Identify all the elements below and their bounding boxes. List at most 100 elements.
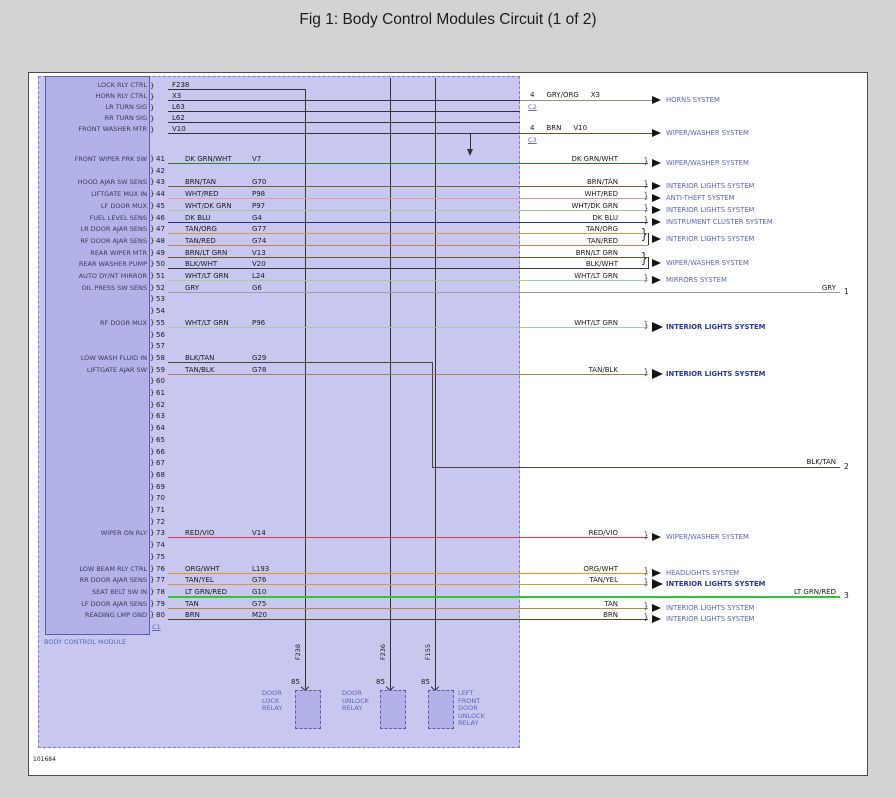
- pin-chevron-icon: }: [150, 249, 155, 257]
- wire-color-right-label: TAN/BLK: [588, 366, 618, 374]
- wire-code-label: L193: [252, 565, 270, 573]
- arrow-right-icon: [652, 615, 661, 623]
- wire-code-label: G6: [252, 284, 262, 292]
- pin-number: 71: [156, 506, 165, 514]
- wire-line: [470, 133, 471, 149]
- pin-chevron-icon: }: [150, 260, 155, 268]
- pin-column-box: [45, 76, 150, 635]
- system-label: WIPER/WASHER SYSTEM: [666, 129, 749, 137]
- wire-code-label: V10: [573, 124, 588, 132]
- pin-number: 42: [156, 167, 165, 175]
- relay-label: DOOR UNLOCK RELAY: [342, 689, 369, 713]
- wire-line: [168, 122, 520, 123]
- wire-line: [168, 245, 648, 246]
- pin-label: AUTO DY/NT MIRROR: [78, 272, 147, 280]
- wire-line: [168, 210, 648, 211]
- pin-connector-code: V10: [172, 125, 186, 133]
- system-label: HEADLIGHTS SYSTEM: [666, 569, 740, 577]
- system-label: HORNS SYSTEM: [666, 96, 720, 104]
- wire-color-label: BRN/TAN: [185, 178, 217, 186]
- wire-line: [168, 233, 648, 234]
- pin-label: LR TURN SIG: [105, 103, 147, 111]
- wire-color-right-label: RED/VIO: [588, 529, 618, 537]
- arrow-right-icon: [652, 259, 661, 267]
- wire-line: [168, 374, 648, 375]
- wire-line: [168, 186, 648, 187]
- wire-color-label: WHT/LT GRN: [185, 319, 229, 327]
- arrow-right-icon: [652, 369, 663, 379]
- wire-code-label: P97: [252, 202, 266, 210]
- pin-number: 48: [156, 237, 165, 245]
- wire-line: [648, 233, 649, 245]
- pin-number: 4: [530, 124, 535, 132]
- pin-label: FRONT WASHER MTR: [78, 125, 147, 133]
- arrow-right-icon: [652, 182, 661, 190]
- wire-code-label: P96: [252, 319, 266, 327]
- brace-icon: }: [641, 251, 648, 267]
- system-label: INTERIOR LIGHTS SYSTEM: [666, 580, 766, 588]
- pin-number: 75: [156, 553, 165, 561]
- system-label: INTERIOR LIGHTS SYSTEM: [666, 323, 766, 331]
- wire-color-label: BLK/WHT: [185, 260, 218, 268]
- wire-color-label: LT GRN/RED: [185, 588, 227, 596]
- system-label: INTERIOR LIGHTS SYSTEM: [666, 615, 755, 623]
- system-label: INTERIOR LIGHTS SYSTEM: [666, 604, 755, 612]
- edge-ref-number: 3: [844, 591, 849, 600]
- pin-label: LOW WASH FLUID IN: [80, 354, 147, 362]
- pin-chevron-icon: }: [150, 448, 155, 456]
- wire-color-label: WHT/LT GRN: [185, 272, 229, 280]
- edge-ref-number: 1: [844, 287, 849, 296]
- pin-label: REAR WASHER PUMP: [78, 260, 147, 268]
- pin-chevron-icon: }: [150, 214, 155, 222]
- brace-icon: }: [644, 204, 649, 214]
- brace-icon: }: [644, 274, 649, 284]
- pin-number: 47: [156, 225, 165, 233]
- pin-label: RF DOOR AJAR SENS: [80, 237, 147, 245]
- arrow-down-icon: [467, 149, 473, 156]
- pin-wire-label-group: 4 BRN V10: [530, 124, 587, 132]
- pin-number: 70: [156, 494, 165, 502]
- pin-chevron-icon: }: [150, 126, 155, 134]
- wire-line: [168, 268, 648, 269]
- pin-number: 52: [156, 284, 165, 292]
- pin-label: RR TURN SIG: [104, 114, 147, 122]
- brace-icon: }: [644, 531, 649, 541]
- relay-label: LEFT FRONT DOOR UNLOCK RELAY: [458, 689, 485, 728]
- wire-color-right-label: WHT/RED: [584, 190, 619, 198]
- wire-code-label: V7: [252, 155, 262, 163]
- pin-chevron-icon: }: [150, 307, 155, 315]
- wire-code-label: G74: [252, 237, 267, 245]
- brace-icon: }: [644, 321, 649, 331]
- arrow-right-icon: [652, 533, 661, 541]
- pin-number: 68: [156, 471, 165, 479]
- pin-chevron-icon: }: [150, 319, 155, 327]
- wire-line: [168, 280, 648, 281]
- wire-line: [168, 327, 648, 328]
- system-label: ANTI-THEFT SYSTEM: [666, 194, 735, 202]
- wire-color-label: BRN: [546, 124, 562, 132]
- arrow-right-icon: [652, 579, 663, 589]
- wire-line: [168, 573, 648, 574]
- pin-chevron-icon: }: [150, 331, 155, 339]
- system-label: INSTRUMENT CLUSTER SYSTEM: [666, 218, 773, 226]
- wire-line: [168, 257, 648, 258]
- wire-color-label: DK GRN/WHT: [185, 155, 232, 163]
- pin-chevron-icon: }: [150, 506, 155, 514]
- pin-label: HOOD AJAR SW SENS: [77, 178, 147, 186]
- wire-line: [168, 163, 648, 164]
- pin-connector-code: F238: [172, 81, 190, 89]
- wire-code-label: G70: [252, 178, 267, 186]
- module-label: BODY CONTROL MODULE: [44, 638, 127, 646]
- pin-chevron-icon: }: [150, 483, 155, 491]
- arrow-right-icon: [652, 96, 661, 104]
- pin-number: 57: [156, 342, 165, 350]
- arrow-right-icon: [652, 218, 661, 226]
- pin-chevron-icon: }: [150, 553, 155, 561]
- wire-line: [168, 198, 648, 199]
- wire-color-label: GRY/ORG: [546, 91, 579, 99]
- wire-line: [168, 362, 432, 363]
- pin-wire-label-group: 4 GRY/ORG X3: [530, 91, 600, 99]
- wire-code-label: G29: [252, 354, 267, 362]
- wire-color-right-label: TAN/ORG: [586, 225, 618, 233]
- wire-color-label: TAN/RED: [185, 237, 216, 245]
